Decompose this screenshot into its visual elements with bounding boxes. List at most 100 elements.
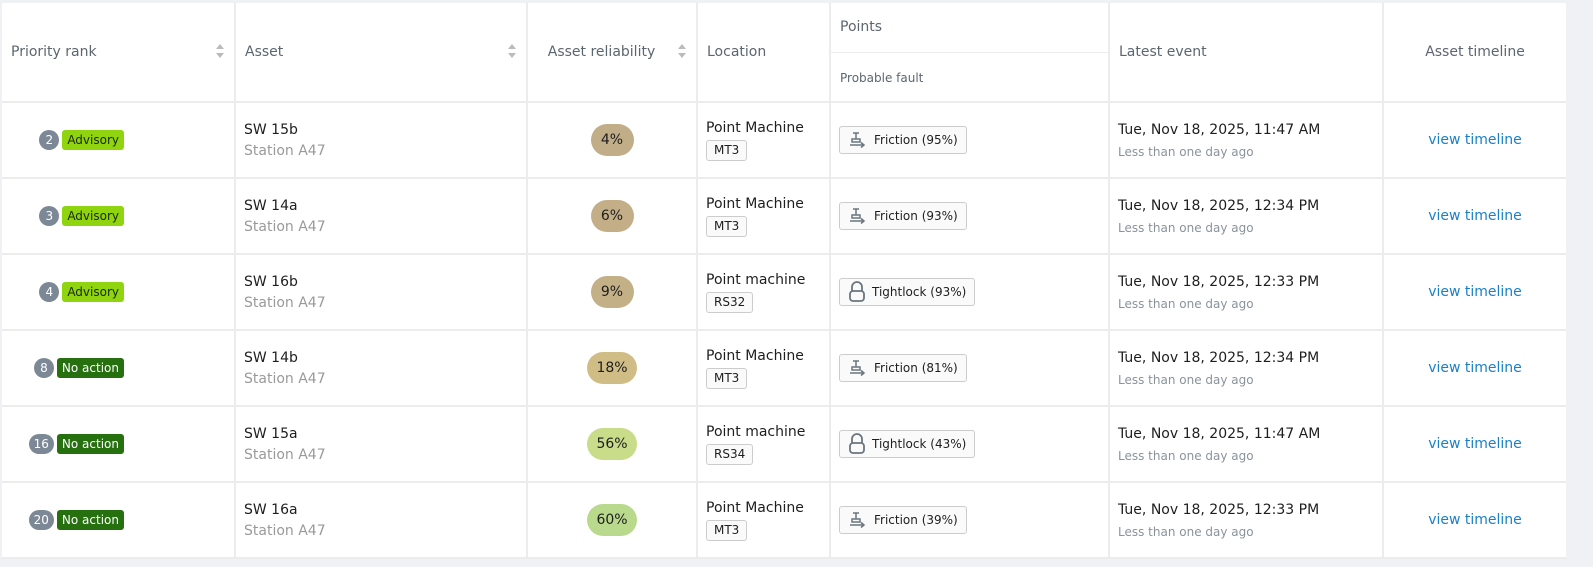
header-asset[interactable]: Asset — [235, 3, 528, 103]
probable-fault-chip[interactable]: Friction (81%) — [839, 354, 967, 382]
reliability-cell: 60% — [527, 482, 698, 559]
location-cell: Point Machine MT3 — [697, 102, 831, 179]
probable-fault-chip[interactable]: Tightlock (43%) — [839, 429, 976, 458]
reliability-cell: 56% — [527, 406, 698, 483]
asset-name: SW 15a — [244, 425, 298, 442]
latest-event-cell: Tue, Nov 18, 2025, 11:47 AM Less than one… — [1109, 102, 1384, 179]
location-cell: Point machine RS32 — [697, 254, 831, 331]
view-timeline-link[interactable]: view timeline — [1428, 208, 1522, 224]
probable-fault-chip[interactable]: Tightlock (93%) — [839, 277, 976, 306]
latest-event-cell: Tue, Nov 18, 2025, 12:34 PM Less than one… — [1109, 330, 1384, 407]
reliability-pill: 4% — [590, 124, 634, 156]
rank-badge: 3 — [39, 206, 60, 226]
timeline-cell: view timeline — [1383, 482, 1566, 559]
reliability-cell: 9% — [527, 254, 698, 331]
header-asset-reliability[interactable]: Asset reliability — [527, 3, 698, 103]
location-name: Point Machine — [706, 195, 804, 212]
asset-station: Station A47 — [244, 294, 326, 311]
asset-cell: SW 14a Station A47 — [235, 178, 528, 255]
fault-label: Friction (95%) — [874, 133, 958, 147]
timeline-cell: view timeline — [1383, 330, 1566, 407]
view-timeline-link[interactable]: view timeline — [1428, 436, 1522, 452]
reliability-cell: 4% — [527, 102, 698, 179]
sort-icon[interactable] — [216, 44, 224, 60]
sort-icon[interactable] — [678, 44, 686, 60]
fault-label: Friction (81%) — [874, 361, 958, 375]
asset-name: SW 14a — [244, 197, 298, 214]
lock-icon — [848, 432, 866, 455]
timeline-cell: view timeline — [1383, 102, 1566, 179]
reliability-cell: 6% — [527, 178, 698, 255]
header-latest-event: Latest event — [1109, 3, 1384, 103]
priority-cell: 3 Advisory — [2, 178, 236, 255]
asset-name: SW 14b — [244, 349, 298, 366]
event-datetime: Tue, Nov 18, 2025, 11:47 AM — [1118, 425, 1321, 442]
event-relative-time: Less than one day ago — [1118, 448, 1254, 463]
view-timeline-link[interactable]: view timeline — [1428, 360, 1522, 376]
location-cell: Point Machine MT3 — [697, 482, 831, 559]
friction-icon — [848, 131, 868, 149]
latest-event-cell: Tue, Nov 18, 2025, 12:33 PM Less than one… — [1109, 254, 1384, 331]
rank-badge: 20 — [28, 510, 54, 530]
event-relative-time: Less than one day ago — [1118, 524, 1254, 539]
header-priority-rank[interactable]: Priority rank — [2, 3, 236, 103]
assets-table: Priority rank Asset Asset reliability Lo… — [2, 3, 1566, 559]
view-timeline-link[interactable]: view timeline — [1428, 132, 1522, 148]
location-cell: Point Machine MT3 — [697, 178, 831, 255]
priority-cell: 4 Advisory — [2, 254, 236, 331]
event-relative-time: Less than one day ago — [1118, 296, 1254, 311]
event-relative-time: Less than one day ago — [1118, 144, 1254, 159]
reliability-pill: 56% — [587, 428, 637, 460]
asset-station: Station A47 — [244, 218, 326, 235]
friction-icon — [848, 511, 868, 529]
points-cell: Friction (81%) — [830, 330, 1110, 407]
view-timeline-link[interactable]: view timeline — [1428, 512, 1522, 528]
asset-station: Station A47 — [244, 370, 326, 387]
model-chip: MT3 — [706, 519, 748, 541]
asset-cell: SW 16a Station A47 — [235, 482, 528, 559]
lock-icon — [848, 280, 866, 303]
status-tag: No action — [56, 358, 124, 378]
priority-cell: 16 No action — [2, 406, 236, 483]
header-label: Priority rank — [11, 44, 97, 60]
model-chip: RS34 — [706, 443, 754, 465]
fault-label: Friction (39%) — [874, 513, 958, 527]
status-tag: Advisory — [62, 282, 124, 302]
fault-label: Tightlock (93%) — [872, 284, 967, 299]
rank-badge: 2 — [39, 130, 60, 150]
asset-cell: SW 14b Station A47 — [235, 330, 528, 407]
timeline-cell: view timeline — [1383, 178, 1566, 255]
priority-cell: 20 No action — [2, 482, 236, 559]
status-tag: Advisory — [62, 206, 124, 226]
points-cell: Friction (93%) — [830, 178, 1110, 255]
model-chip: RS32 — [706, 291, 754, 313]
asset-name: SW 15b — [244, 121, 298, 138]
header-asset-timeline: Asset timeline — [1383, 3, 1566, 103]
probable-fault-chip[interactable]: Friction (93%) — [839, 202, 967, 230]
points-cell: Tightlock (93%) — [830, 254, 1110, 331]
header-location: Location — [697, 3, 831, 103]
table-row: 8 No action SW 14b Station A47 18% Point M… — [2, 330, 1566, 407]
probable-fault-chip[interactable]: Friction (95%) — [839, 126, 967, 154]
friction-icon — [848, 207, 868, 225]
latest-event-cell: Tue, Nov 18, 2025, 12:33 PM Less than one… — [1109, 482, 1384, 559]
rank-badge: 4 — [39, 282, 60, 302]
points-cell: Friction (95%) — [830, 102, 1110, 179]
model-chip: MT3 — [706, 139, 748, 161]
model-chip: MT3 — [706, 367, 748, 389]
probable-fault-chip[interactable]: Friction (39%) — [839, 506, 967, 534]
event-relative-time: Less than one day ago — [1118, 220, 1254, 235]
latest-event-cell: Tue, Nov 18, 2025, 12:34 PM Less than one… — [1109, 178, 1384, 255]
event-datetime: Tue, Nov 18, 2025, 12:33 PM — [1118, 501, 1320, 518]
reliability-pill: 60% — [587, 504, 637, 536]
sort-icon[interactable] — [508, 44, 516, 60]
view-timeline-link[interactable]: view timeline — [1428, 284, 1522, 300]
event-datetime: Tue, Nov 18, 2025, 11:47 AM — [1118, 121, 1321, 138]
points-cell: Tightlock (43%) — [830, 406, 1110, 483]
header-probable-fault: Probable fault — [840, 71, 924, 85]
fault-label: Friction (93%) — [874, 209, 958, 223]
header-points: Points Probable fault — [830, 3, 1110, 103]
priority-cell: 8 No action — [2, 330, 236, 407]
asset-station: Station A47 — [244, 446, 326, 463]
timeline-cell: view timeline — [1383, 254, 1566, 331]
